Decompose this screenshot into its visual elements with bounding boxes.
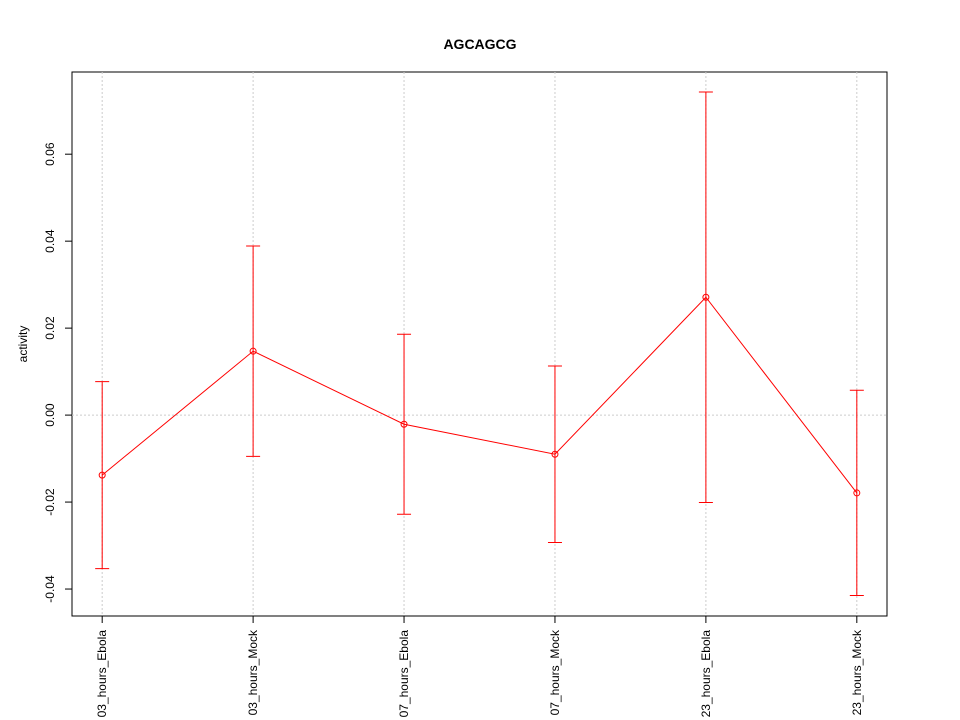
x-tick-label: 23_hours_Ebola	[699, 630, 713, 718]
x-tick-label: 03_hours_Ebola	[95, 630, 109, 718]
y-axis-label: activity	[16, 326, 30, 363]
x-tick-label: 07_hours_Ebola	[397, 630, 411, 718]
y-tick-label: 0.02	[43, 316, 57, 340]
chart-title: AGCAGCG	[443, 36, 516, 52]
y-tick-label: 0.04	[43, 229, 57, 253]
error-bar	[246, 245, 261, 457]
data-point	[400, 420, 408, 428]
data-point	[249, 347, 257, 355]
y-tick-label: -0.04	[43, 575, 57, 603]
y-tick-label: -0.02	[43, 488, 57, 516]
data-point	[98, 471, 106, 479]
data-line	[101, 296, 858, 494]
error-bar	[95, 381, 110, 570]
plot-frame	[71, 71, 888, 617]
x-tick-label: 03_hours_Mock	[246, 629, 260, 715]
y-tick-label: 0.06	[43, 142, 57, 166]
data-point	[551, 450, 559, 458]
x-tick-label: 07_hours_Mock	[548, 629, 562, 715]
y-tick-label: 0.00	[43, 403, 57, 427]
x-tick-label: 23_hours_Mock	[850, 629, 864, 715]
data-point	[853, 489, 861, 497]
error-bar	[849, 389, 864, 597]
error-bar	[547, 365, 562, 544]
error-bar	[698, 91, 713, 504]
error-bar	[397, 333, 412, 515]
data-point	[702, 293, 710, 301]
